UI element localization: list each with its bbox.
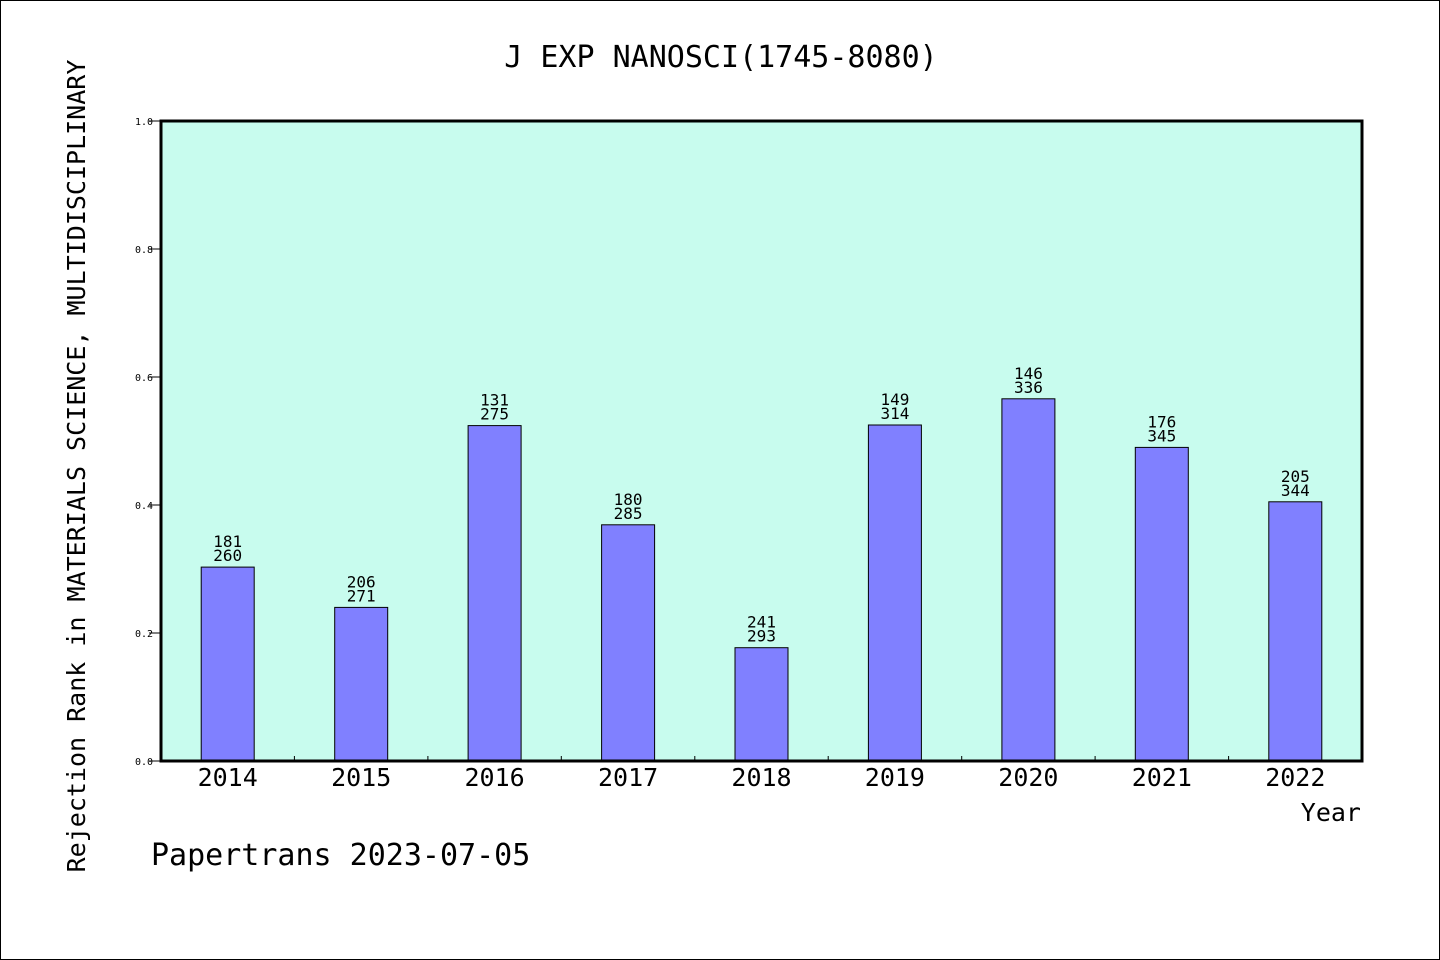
x-tick-label: 2018: [731, 763, 791, 792]
x-tick-label: 2021: [1132, 763, 1192, 792]
bar-2022: [1268, 501, 1323, 762]
y-tick-label: 0.6: [135, 373, 153, 384]
data-label-bottom: 336: [1014, 378, 1043, 397]
plot-border: [159, 119, 1364, 763]
bar-2021: [1134, 446, 1189, 762]
x-tick-label: 2022: [1265, 763, 1325, 792]
x-tick-label: 2020: [998, 763, 1058, 792]
y-axis-ticks: 0.0 0.2 0.4 0.6 0.8 1.0: [135, 117, 161, 768]
data-label-top: 131: [480, 391, 509, 410]
data-label-bottom: 314: [880, 404, 909, 423]
x-tick-label: 2014: [198, 763, 258, 792]
data-label-top: 146: [1014, 364, 1043, 383]
x-tick-label: 2019: [865, 763, 925, 792]
bar-2015: [334, 606, 389, 762]
bar-2020: [1001, 398, 1056, 762]
data-label-bottom: 275: [480, 405, 509, 424]
data-label-bottom: 285: [614, 504, 643, 523]
data-label-top: 206: [347, 572, 376, 591]
bar-2016: [467, 425, 522, 762]
y-tick-label: 1.0: [135, 117, 153, 128]
y-tick-label: 0.0: [135, 757, 153, 768]
x-tick-label: 2016: [464, 763, 524, 792]
y-tick-label: 0.4: [135, 501, 153, 512]
bar-2017: [601, 524, 656, 762]
data-label-bottom: 293: [747, 627, 776, 646]
data-label-top: 241: [747, 613, 776, 632]
bar-2014: [200, 566, 255, 762]
data-label-top: 181: [213, 532, 242, 551]
bars-group: [200, 398, 1323, 762]
data-label-top: 205: [1281, 467, 1310, 486]
x-axis-ticks: 2014 2015 2016 2017 2018 2019 2020 2021 2022: [198, 756, 1325, 792]
data-label-bottom: 345: [1147, 426, 1176, 445]
data-label-top: 149: [880, 390, 909, 409]
data-label-top: 176: [1147, 412, 1176, 431]
y-tick-label: 0.2: [135, 629, 153, 640]
data-label-bottom: 260: [213, 546, 242, 565]
bar-2018: [734, 647, 789, 762]
chart-title: J EXP NANOSCI(1745-8080): [504, 40, 937, 75]
y-axis-label: Rejection Rank in MATERIALS SCIENCE, MUL…: [62, 60, 91, 873]
data-label-top: 180: [614, 490, 643, 509]
x-axis-label: Year: [1301, 798, 1361, 827]
x-tick-label: 2017: [598, 763, 658, 792]
data-label-bottom: 344: [1281, 481, 1310, 500]
data-labels: 1812602062711312751802852412931493141463…: [213, 364, 1310, 646]
y-tick-label: 0.8: [135, 245, 153, 256]
bar-2019: [867, 424, 922, 762]
x-tick-label: 2015: [331, 763, 391, 792]
data-label-bottom: 271: [347, 586, 376, 605]
footer-credit: Papertrans 2023-07-05: [151, 838, 530, 873]
